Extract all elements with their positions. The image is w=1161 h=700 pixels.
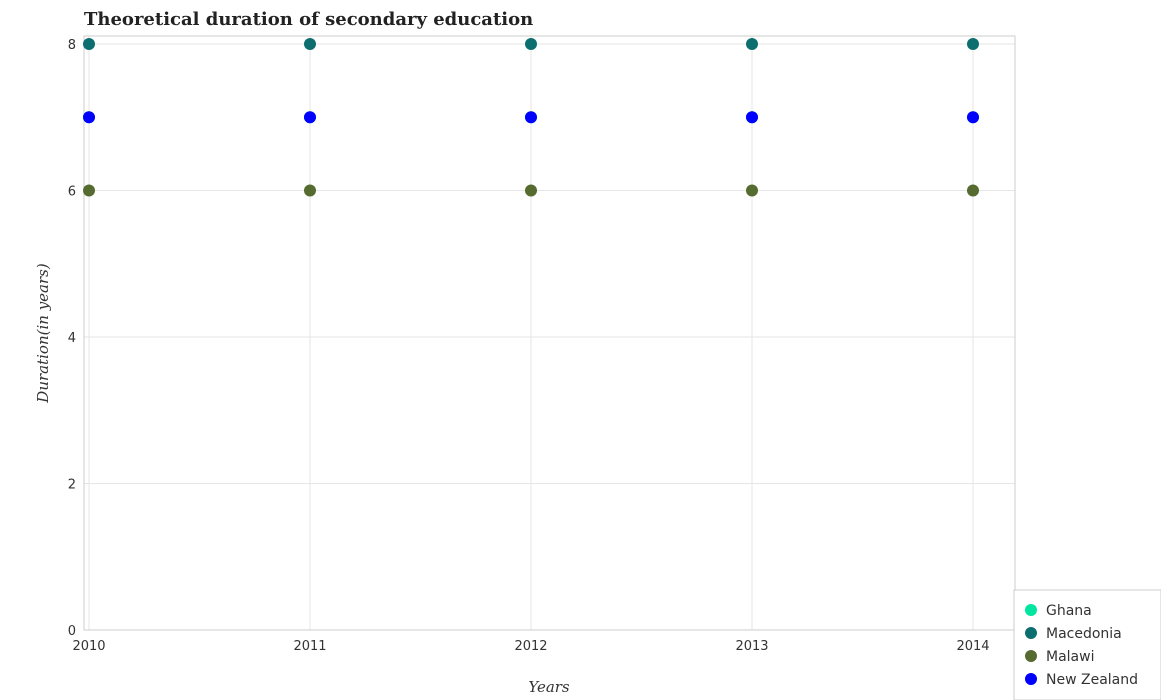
y-axis-label: Duration(in years) <box>34 263 52 404</box>
x-tick-label: 2013 <box>735 639 768 654</box>
legend: Ghana Macedonia Malawi New Zealand <box>1013 589 1161 700</box>
legend-marker <box>1025 673 1037 685</box>
point-new-zealand <box>83 111 95 124</box>
point-new-zealand <box>746 111 758 124</box>
point-malawi <box>746 184 758 197</box>
point-macedonia <box>525 38 537 50</box>
point-malawi <box>83 184 95 197</box>
grid <box>84 36 1015 631</box>
point-macedonia <box>746 38 758 50</box>
x-tick-label: 2010 <box>72 639 105 654</box>
legend-label: Ghana <box>1046 603 1092 619</box>
point-malawi <box>304 184 316 197</box>
x-tick-label: 2011 <box>293 639 326 654</box>
y-tick-label: 0 <box>68 624 76 639</box>
legend-marker <box>1025 650 1037 662</box>
x-tick-label: 2012 <box>514 639 547 654</box>
legend-marker <box>1025 604 1037 616</box>
legend-label: New Zealand <box>1046 672 1138 688</box>
point-macedonia <box>967 38 979 50</box>
point-new-zealand <box>967 111 979 124</box>
legend-marker <box>1025 627 1037 639</box>
legend-box <box>1013 589 1161 700</box>
legend-label: Malawi <box>1046 649 1094 665</box>
x-tick-label: 2014 <box>956 639 989 654</box>
chart-title: Theoretical duration of secondary educat… <box>84 9 533 30</box>
point-macedonia <box>304 38 316 50</box>
point-macedonia <box>83 38 95 50</box>
plot-frame <box>83 35 1016 631</box>
x-axis: 2010 2011 2012 2013 2014 <box>72 639 989 654</box>
point-malawi <box>967 184 979 197</box>
point-malawi <box>525 184 537 197</box>
y-tick-label: 2 <box>68 478 76 493</box>
point-new-zealand <box>525 111 537 124</box>
x-axis-label: Years <box>528 678 570 696</box>
y-tick-label: 8 <box>68 38 76 53</box>
y-tick-label: 4 <box>68 331 76 346</box>
legend-label: Macedonia <box>1046 626 1122 642</box>
y-axis: 0 2 4 6 8 <box>68 38 76 639</box>
data-points <box>83 38 979 197</box>
y-tick-label: 6 <box>68 185 76 200</box>
point-new-zealand <box>304 111 316 124</box>
